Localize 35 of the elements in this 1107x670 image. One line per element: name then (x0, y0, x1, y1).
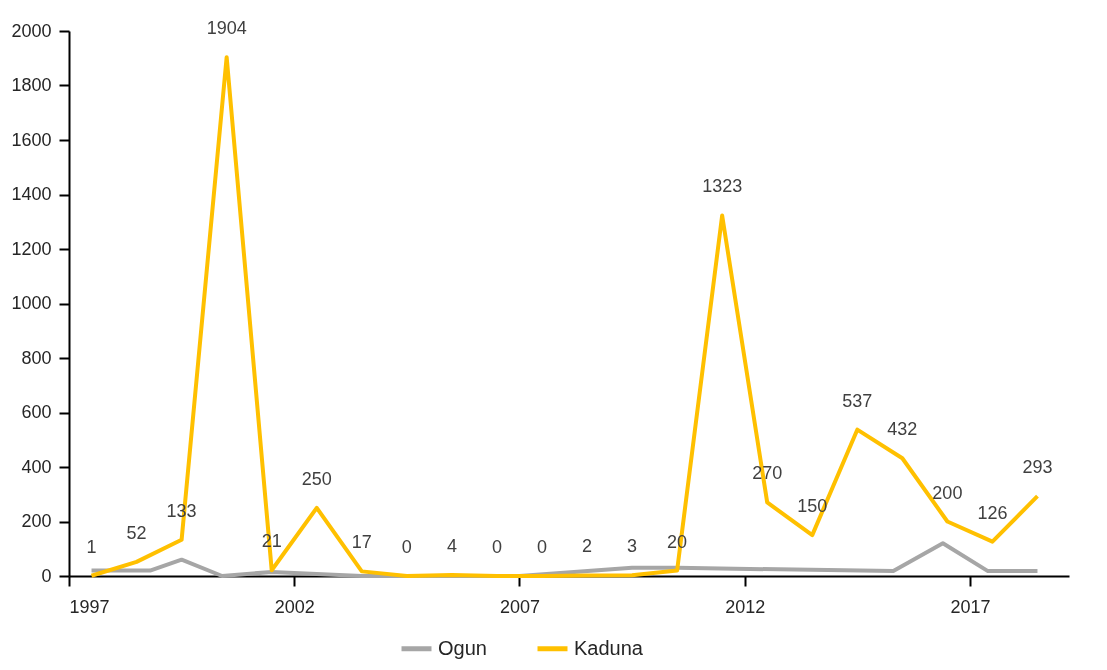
legend-label: Kaduna (574, 636, 644, 659)
y-tick-label: 1200 (11, 238, 52, 259)
data-label: 1323 (702, 176, 743, 197)
x-tick-label: 2002 (274, 596, 315, 617)
y-tick-label: 600 (21, 402, 52, 422)
x-tick-label: 2007 (499, 596, 540, 617)
data-label: 2 (582, 536, 593, 557)
data-label: 1 (86, 536, 97, 557)
data-label: 0 (401, 537, 412, 557)
y-tick-label: 1800 (11, 75, 52, 95)
y-tick-label: 2000 (11, 20, 52, 41)
data-label: 3 (627, 536, 638, 557)
data-label: 1904 (206, 18, 247, 39)
data-label: 537 (842, 390, 873, 411)
data-label: 4 (446, 535, 457, 556)
x-tick-label: 2017 (950, 596, 991, 617)
data-label: 126 (977, 502, 1008, 523)
y-tick-label: 200 (21, 511, 52, 531)
data-label: 293 (1022, 457, 1053, 478)
x-tick-label: 1997 (69, 596, 110, 617)
data-label: 0 (536, 537, 547, 557)
y-tick-label: 800 (21, 347, 52, 368)
data-label: 0 (491, 537, 502, 557)
data-label: 17 (351, 532, 372, 553)
y-tick-label: 0 (41, 565, 52, 586)
data-label: 200 (932, 482, 963, 503)
data-label: 432 (887, 419, 918, 440)
data-label: 52 (126, 522, 147, 543)
y-tick-label: 1000 (11, 293, 52, 313)
y-tick-label: 400 (21, 456, 52, 477)
legend-label: Ogun (438, 636, 487, 659)
y-tick-label: 1600 (11, 129, 52, 150)
data-label: 250 (301, 468, 332, 489)
x-tick-label: 2012 (725, 596, 766, 617)
y-tick-label: 1400 (11, 184, 52, 204)
